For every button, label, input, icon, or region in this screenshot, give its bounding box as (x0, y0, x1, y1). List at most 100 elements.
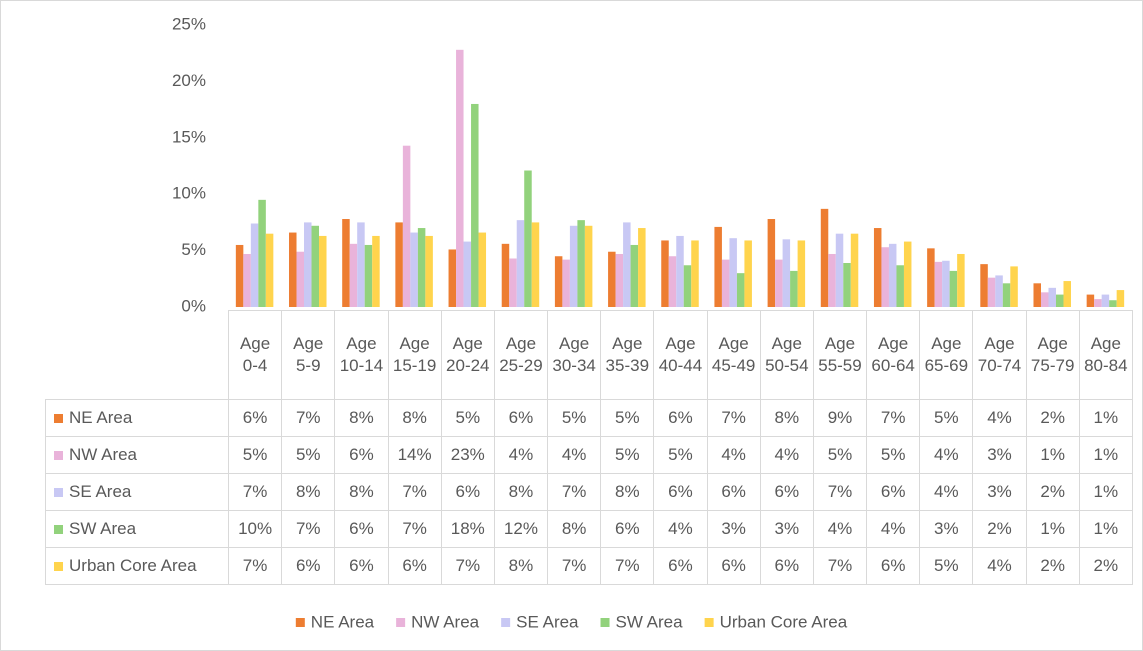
bar (987, 277, 996, 307)
bar (311, 225, 320, 307)
data-label: 14% (387, 436, 442, 474)
bar (1048, 287, 1056, 307)
bar (638, 228, 646, 307)
data-label: 8% (334, 473, 389, 511)
bar (1101, 294, 1110, 307)
bar (843, 263, 851, 307)
data-label: 5% (866, 436, 921, 474)
row-label: SW Area (45, 510, 229, 548)
data-label: 7% (547, 473, 602, 511)
legend-swatch (396, 618, 406, 627)
data-label: 3% (972, 473, 1027, 511)
row-label: NE Area (45, 399, 229, 437)
header-row: Age 0-4 Age 5-9 Age 10-14 Age 15-19 Age 20-2… (46, 310, 1133, 400)
data-label: 2% (1078, 547, 1133, 585)
bar (349, 243, 358, 307)
legend: NE Area NW Area SE Area SW Area Urban Core A… (295, 612, 848, 631)
data-label: 23% (440, 436, 495, 474)
bar (615, 253, 624, 307)
data-label: 4% (866, 510, 921, 548)
bar (1086, 294, 1095, 307)
bar (942, 260, 950, 307)
bar (721, 259, 730, 307)
bar (516, 220, 525, 307)
data-label: 5% (440, 399, 495, 437)
data-label: 3% (706, 510, 761, 548)
table-row: NW Area 5% 5% 6% 14% 23% 4% 4% 5% 5% 4% 4% 5% 5% 4% 3% 1… (45, 436, 1133, 474)
table-row: Urban Core Area 7% 6% 6% 6% 7% 8% 7% 7% 6% 6% 6% 7% 6… (45, 547, 1133, 585)
legend-swatch (54, 451, 63, 460)
row-label: Urban Core Area (45, 547, 229, 585)
bar (304, 222, 312, 307)
x-tick-label: Age 15-19 (387, 310, 442, 400)
legend-swatch (54, 488, 63, 497)
data-label: 6% (759, 473, 814, 511)
data-label: 6% (387, 547, 442, 585)
data-label: 12% (493, 510, 549, 548)
data-label: 4% (493, 436, 549, 474)
data-label: 4% (759, 436, 814, 474)
x-tick-label: Age 75-79 (1025, 310, 1080, 400)
bar (289, 232, 297, 307)
y-tick-label: 5% (181, 240, 206, 259)
data-label: 1% (1078, 510, 1133, 548)
legend-swatch (501, 618, 511, 627)
data-label: 3% (972, 436, 1027, 474)
data-label: 6% (759, 547, 814, 585)
bar (1040, 292, 1049, 307)
data-label: 18% (440, 510, 495, 548)
data-label: 6% (440, 473, 495, 511)
x-tick-label: Age 40-44 (653, 310, 708, 400)
data-label: 1% (1078, 436, 1133, 474)
data-label: 5% (919, 399, 974, 437)
data-label: 5% (600, 436, 655, 474)
data-label: 6% (653, 473, 708, 511)
bar (782, 239, 791, 307)
bar (729, 238, 737, 307)
bar (425, 235, 433, 307)
bar (767, 219, 776, 307)
data-table: Age 0-4 Age 5-9 Age 10-14 Age 15-19 Age 20-2… (45, 310, 1133, 585)
x-tick-label: Age 60-64 (866, 310, 921, 400)
bar (881, 247, 889, 307)
data-label: 6% (866, 473, 921, 511)
legend-swatch (54, 562, 63, 571)
bar (903, 241, 912, 307)
bar (1109, 300, 1117, 307)
x-tick-label: Age 45-49 (706, 310, 761, 400)
data-label: 6% (334, 547, 389, 585)
bar (417, 228, 426, 307)
data-label: 8% (334, 399, 389, 437)
legend-swatch (295, 618, 305, 627)
bar (448, 249, 457, 307)
data-label: 6% (706, 473, 761, 511)
bar (250, 223, 259, 307)
series-name: SW Area (69, 519, 137, 538)
data-label: 6% (600, 510, 655, 548)
bar (1063, 281, 1071, 307)
bar (319, 235, 327, 307)
x-tick-label: Age 65-69 (919, 310, 974, 400)
bar (691, 240, 699, 307)
data-label: 6% (281, 547, 336, 585)
bar (608, 251, 616, 307)
legend-label: NE Area (311, 612, 375, 631)
data-label: 8% (600, 473, 655, 511)
bar (820, 208, 829, 307)
legend-label: NW Area (411, 612, 480, 631)
y-tick-label: 10% (172, 184, 206, 203)
bar (623, 222, 631, 307)
legend-swatch (54, 525, 63, 534)
data-label: 1% (1025, 510, 1080, 548)
data-label: 8% (493, 547, 549, 585)
bar (471, 103, 479, 308)
data-label: 7% (600, 547, 655, 585)
data-label: 7% (387, 510, 442, 548)
bar (957, 253, 965, 307)
bar (797, 240, 806, 307)
legend-label: SE Area (516, 612, 579, 631)
bar (661, 240, 669, 307)
data-label: 8% (493, 473, 549, 511)
y-tick-label: 0% (181, 296, 206, 315)
